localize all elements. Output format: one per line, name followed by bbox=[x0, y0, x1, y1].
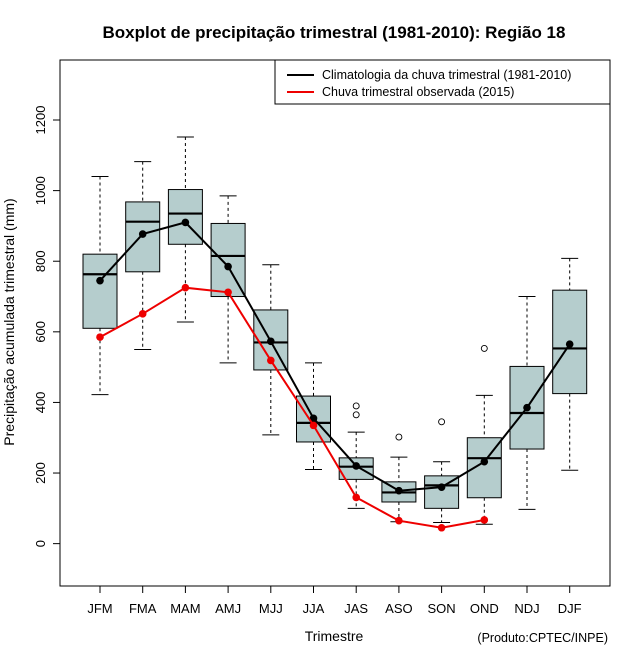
box-jas bbox=[338, 402, 374, 509]
box-ond bbox=[466, 344, 502, 525]
series-point bbox=[565, 340, 574, 348]
series-point bbox=[181, 218, 190, 227]
x-tick-label: OND bbox=[470, 601, 499, 616]
y-tick-label: 0 bbox=[33, 540, 48, 547]
box-iqr bbox=[296, 395, 331, 443]
series-point bbox=[138, 310, 147, 318]
x-tick-label: DJF bbox=[558, 601, 582, 616]
y-tick-label: 1000 bbox=[33, 176, 48, 205]
series-point bbox=[437, 483, 446, 491]
x-axis: JFM FMA MAM AMJ MJJ JJA JAS ASO SON OND NDJ DJF bbox=[87, 586, 582, 616]
series-point bbox=[523, 403, 531, 412]
y-tick-label: 200 bbox=[33, 462, 48, 484]
series-line bbox=[99, 286, 485, 529]
box-son bbox=[424, 418, 460, 523]
series-point bbox=[224, 262, 232, 271]
series-point bbox=[437, 523, 446, 532]
outlier-point bbox=[395, 433, 403, 441]
legend: Climatologia da chuva trimestral (1981-2… bbox=[274, 59, 611, 105]
series-point bbox=[181, 283, 190, 292]
outlier-point bbox=[352, 402, 360, 410]
box-aso bbox=[381, 433, 417, 523]
series-point bbox=[309, 421, 318, 430]
x-tick-label: MJJ bbox=[259, 601, 283, 616]
x-tick-label: JJA bbox=[303, 601, 325, 616]
x-tick-label: JFM bbox=[87, 601, 112, 616]
series-point bbox=[395, 516, 403, 525]
x-tick-label: AMJ bbox=[215, 601, 241, 616]
series-point bbox=[267, 337, 275, 346]
x-tick-label: MAM bbox=[170, 601, 200, 616]
series-point bbox=[96, 333, 104, 341]
chart-title: Boxplot de precipitação trimestral (1981… bbox=[103, 23, 566, 42]
box-ndj bbox=[509, 296, 545, 510]
outlier-point bbox=[352, 411, 360, 419]
x-axis-label: Trimestre bbox=[305, 628, 364, 644]
box-iqr bbox=[424, 475, 460, 509]
box-iqr bbox=[210, 222, 246, 298]
series-lines bbox=[96, 218, 574, 532]
series-point bbox=[138, 230, 147, 238]
y-tick-label: 600 bbox=[33, 321, 48, 343]
series-climatology bbox=[96, 218, 574, 495]
outlier-point bbox=[480, 344, 488, 352]
y-axis-label: Precipitação acumulada trimestral (mm) bbox=[1, 198, 17, 445]
series-point bbox=[352, 462, 361, 470]
credit-text: (Produto:CPTEC/INPE) bbox=[477, 631, 608, 645]
y-axis: 0 200 400 600 800 1000 1200 bbox=[33, 106, 60, 547]
series-point bbox=[480, 516, 489, 524]
boxes bbox=[82, 136, 588, 525]
box-mjj bbox=[253, 264, 289, 436]
y-tick-label: 1200 bbox=[33, 106, 48, 135]
series-observed bbox=[96, 283, 489, 532]
y-tick-label: 400 bbox=[33, 392, 48, 414]
box-iqr bbox=[82, 253, 118, 329]
series-point bbox=[309, 414, 318, 423]
legend-label-observed: Chuva trimestral observada (2015) bbox=[322, 85, 514, 99]
box-amj bbox=[210, 195, 246, 364]
series-line bbox=[99, 221, 571, 492]
series-point bbox=[96, 276, 104, 285]
y-tick-label: 800 bbox=[33, 250, 48, 272]
x-tick-label: NDJ bbox=[514, 601, 539, 616]
series-point bbox=[480, 457, 489, 466]
legend-box bbox=[274, 59, 611, 105]
outlier-point bbox=[438, 418, 446, 426]
box-djf bbox=[552, 257, 588, 471]
x-tick-label: FMA bbox=[129, 601, 157, 616]
series-point bbox=[224, 288, 232, 297]
box-jfm bbox=[82, 175, 118, 396]
series-point bbox=[267, 356, 275, 365]
series-point bbox=[352, 493, 361, 502]
box-jja bbox=[296, 362, 331, 471]
x-tick-label: JAS bbox=[344, 601, 368, 616]
x-tick-label: ASO bbox=[385, 601, 412, 616]
series-point bbox=[395, 486, 403, 495]
x-tick-label: SON bbox=[428, 601, 456, 616]
legend-label-climatology: Climatologia da chuva trimestral (1981-2… bbox=[322, 68, 571, 82]
